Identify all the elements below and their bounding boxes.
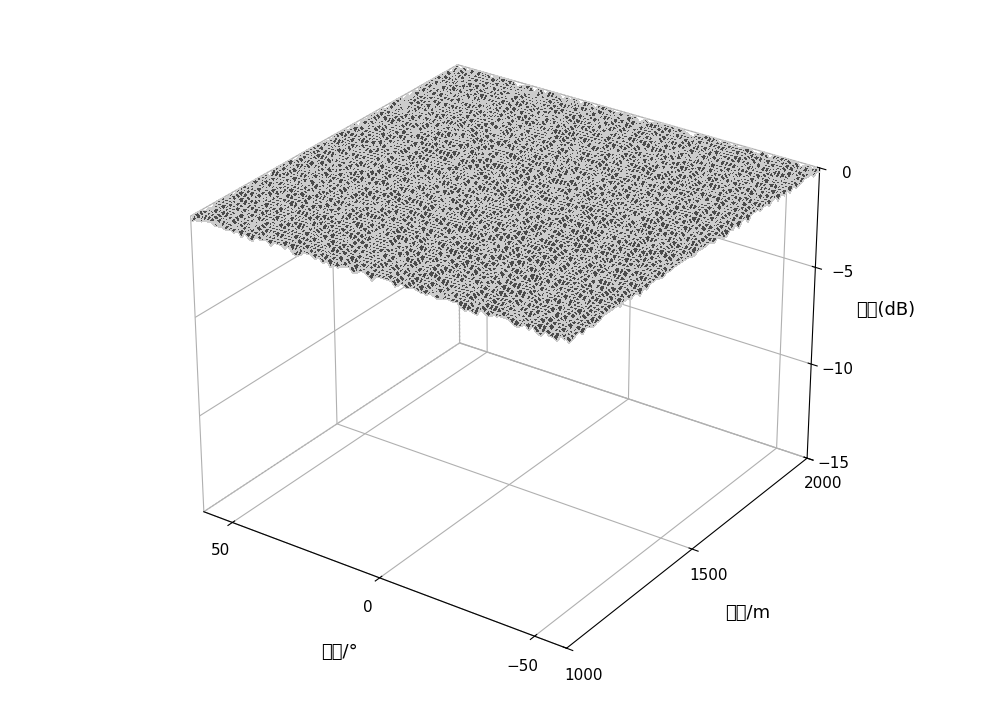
Y-axis label: 距离/m: 距离/m <box>725 604 771 622</box>
X-axis label: 角度/°: 角度/° <box>321 643 358 660</box>
